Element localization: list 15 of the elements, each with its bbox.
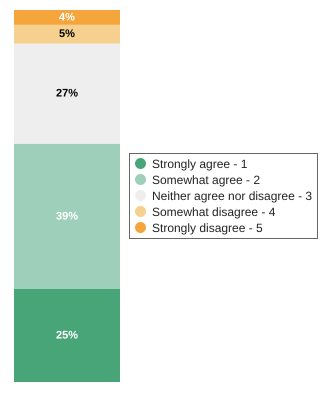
bar	[14, 10, 120, 25]
legend-label: Somewhat disagree - 4	[152, 205, 276, 219]
legend-label: Neither agree nor disagree - 3	[152, 189, 312, 203]
data-label: 25%	[56, 330, 78, 342]
data-label: 4%	[59, 11, 76, 24]
bar	[14, 289, 120, 382]
legend-label: Strongly disagree - 5	[152, 221, 263, 235]
bar	[14, 144, 120, 289]
legend-label: Somewhat agree - 2	[152, 173, 260, 187]
data-label: 39%	[56, 210, 78, 222]
data-label: 27%	[56, 88, 78, 100]
bar	[14, 43, 120, 144]
data-label: 5%	[59, 28, 76, 40]
bar	[14, 24, 120, 44]
legend-label: Strongly agree - 1	[152, 157, 248, 171]
